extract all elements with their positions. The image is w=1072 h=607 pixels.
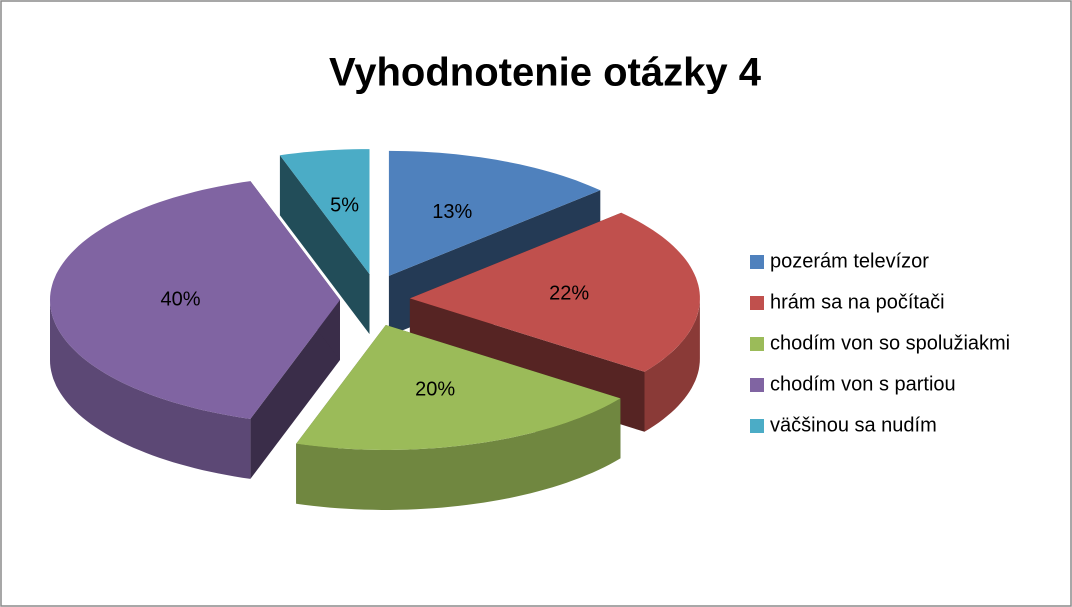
data-label: 22% [549, 282, 589, 304]
slice [296, 325, 621, 450]
legend-swatch [750, 337, 764, 351]
slice [50, 181, 340, 419]
slice [409, 212, 700, 372]
data-label: 5% [330, 194, 359, 216]
legend-swatch [750, 419, 764, 433]
slice-wall [296, 398, 621, 510]
legend-swatch [750, 255, 764, 269]
legend-swatch [750, 296, 764, 310]
data-label: 40% [160, 288, 200, 310]
legend-label: hrám sa na počítači [770, 291, 945, 313]
legend-label: väčšinou sa nudím [770, 414, 937, 436]
data-label: 13% [432, 201, 472, 223]
data-label: 20% [415, 379, 455, 401]
chart-title: Vyhodnotenie otázky 4 [329, 51, 762, 95]
slice-wall [50, 300, 251, 479]
slice [388, 150, 601, 276]
legend-label: pozerám televízor [770, 250, 929, 272]
legend-label: chodím von s partiou [770, 373, 956, 395]
slice-side [279, 155, 370, 335]
slice-side [250, 300, 340, 479]
slice-wall [644, 298, 700, 432]
legend-label: chodím von so spolužiakmi [770, 332, 1010, 354]
slice [279, 149, 370, 275]
legend-swatch [750, 378, 764, 392]
